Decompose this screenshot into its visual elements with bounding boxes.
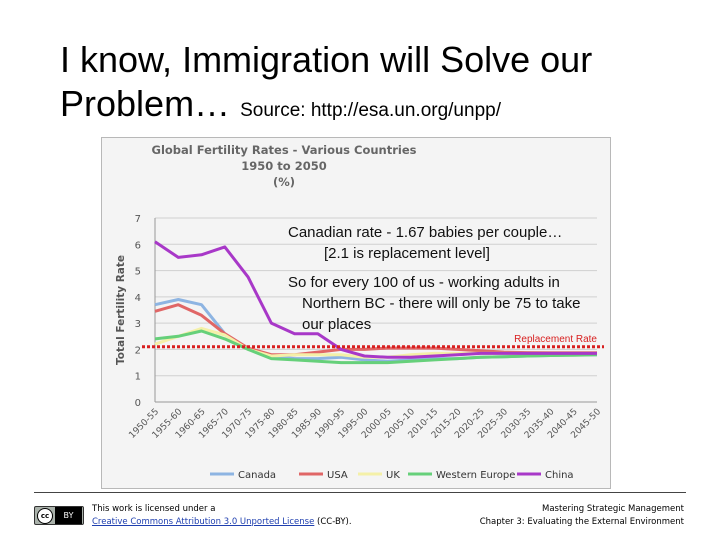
- legend-label-usa: USA: [327, 470, 348, 481]
- y-axis-label: Total Fertility Rate: [115, 255, 127, 365]
- title-main-line: I know, Immigration will Solve our Probl…: [60, 39, 593, 124]
- replacement-level-line: [2.1 is replacement level]: [324, 245, 490, 262]
- legend-label-western-europe: Western Europe: [436, 470, 515, 481]
- title-source: Source: http://esa.un.org/unpp/: [240, 100, 501, 121]
- license-prefix: This work is licensed under a: [92, 504, 216, 514]
- license-link[interactable]: Creative Commons Attribution 3.0 Unporte…: [92, 517, 315, 527]
- chart-title-line-3: (%): [273, 175, 295, 189]
- y-tick-label-4: 4: [135, 293, 141, 304]
- slide-title: I know, Immigration will Solve our Probl…: [60, 38, 700, 133]
- per-hundred-line-1: So for every 100 of us - working adults …: [288, 274, 560, 291]
- canadian-rate-note: Canadian rate - 1.67 babies per couple… …: [288, 222, 608, 264]
- legend-label-canada: Canada: [238, 470, 276, 481]
- canadian-rate-line: Canadian rate - 1.67 babies per couple…: [288, 224, 563, 241]
- by-icon: BY: [55, 507, 82, 524]
- footer-divider: [34, 492, 686, 493]
- y-tick-label-2: 2: [135, 345, 141, 356]
- per-hundred-line-2: Northern BC - there will only be 75 to t…: [302, 295, 581, 312]
- y-tick-label-3: 3: [135, 319, 141, 330]
- per-hundred-note: So for every 100 of us - working adults …: [288, 272, 610, 335]
- y-tick-label-1: 1: [135, 372, 141, 383]
- credit-text: Mastering Strategic Management Chapter 3…: [480, 503, 684, 529]
- replacement-rate-label: Replacement Rate: [514, 334, 597, 345]
- fertility-chart: Global Fertility Rates - Various Countri…: [115, 143, 604, 481]
- y-tick-label-5: 5: [135, 267, 141, 278]
- y-tick-label-0: 0: [135, 398, 141, 409]
- legend-label-china: China: [545, 470, 574, 481]
- legend-label-uk: UK: [386, 470, 400, 481]
- series-line-china: [154, 240, 597, 359]
- credit-line-2: Chapter 3: Evaluating the External Envir…: [479, 517, 684, 527]
- y-tick-label-7: 7: [135, 214, 141, 225]
- chart-frame: Global Fertility Rates - Various Countri…: [101, 137, 611, 489]
- per-hundred-line-3: our places: [302, 316, 372, 333]
- chart-title-line-2: 1950 to 2050: [241, 159, 326, 173]
- series-line-western-europe: [154, 329, 598, 365]
- cc-by-logo: cc BY: [34, 506, 84, 525]
- cc-icon: cc: [37, 508, 53, 524]
- license-suffix: (CC-BY).: [317, 517, 352, 527]
- credit-line-1: Mastering Strategic Management: [542, 504, 684, 514]
- y-tick-label-6: 6: [135, 240, 141, 251]
- chart-title-line-1: Global Fertility Rates - Various Countri…: [152, 143, 417, 157]
- license-text: This work is licensed under a Creative C…: [92, 503, 352, 529]
